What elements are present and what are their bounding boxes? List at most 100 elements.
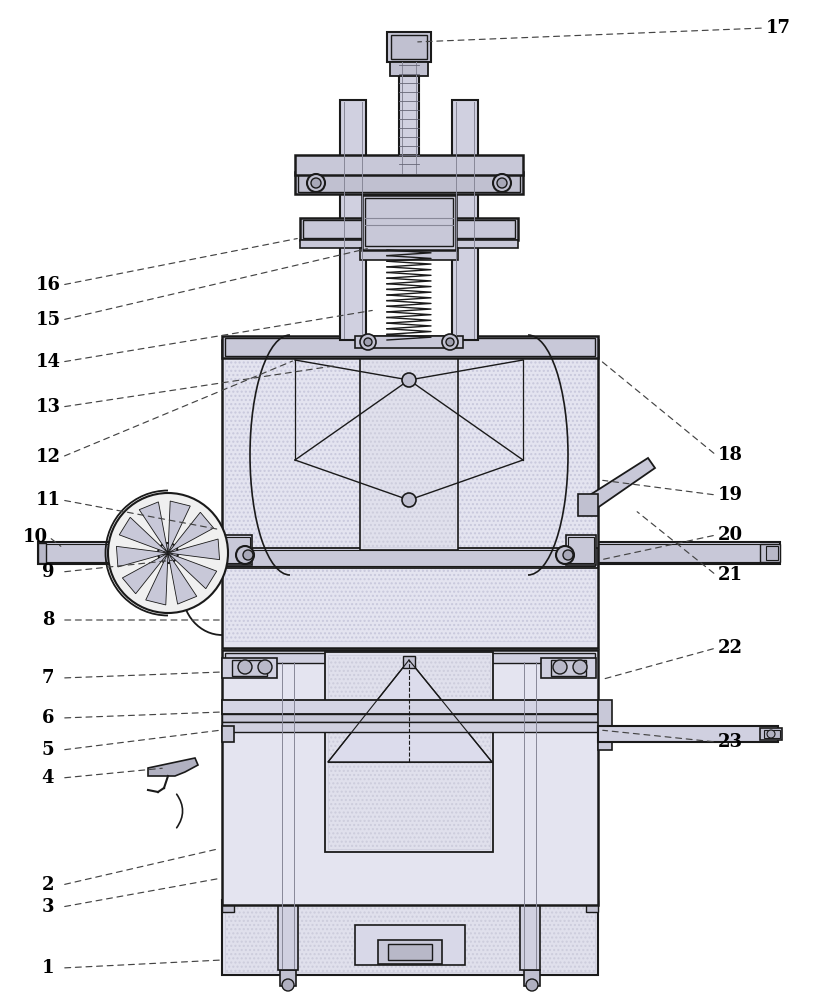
Bar bbox=[524, 970, 540, 986]
Bar bbox=[325, 652, 493, 852]
Polygon shape bbox=[139, 502, 168, 553]
Bar bbox=[222, 650, 598, 905]
Text: 14: 14 bbox=[36, 353, 60, 371]
Text: 17: 17 bbox=[765, 19, 791, 37]
Text: 13: 13 bbox=[36, 398, 60, 416]
Bar bbox=[388, 944, 432, 960]
Text: 19: 19 bbox=[717, 486, 742, 504]
Text: 6: 6 bbox=[42, 709, 55, 727]
Bar bbox=[224, 537, 250, 563]
Circle shape bbox=[556, 546, 574, 564]
Bar bbox=[452, 100, 478, 340]
Circle shape bbox=[446, 338, 454, 346]
Bar bbox=[520, 660, 540, 970]
Bar bbox=[766, 546, 778, 560]
Bar bbox=[225, 903, 595, 972]
Circle shape bbox=[402, 373, 416, 387]
Bar bbox=[355, 336, 463, 348]
Bar bbox=[590, 542, 780, 564]
Circle shape bbox=[402, 493, 416, 507]
Bar bbox=[300, 240, 518, 248]
Bar bbox=[222, 722, 598, 732]
Bar bbox=[222, 714, 598, 722]
Bar bbox=[222, 726, 234, 742]
Text: 22: 22 bbox=[717, 639, 742, 657]
Bar bbox=[566, 535, 596, 565]
Bar bbox=[225, 338, 595, 356]
Circle shape bbox=[493, 174, 511, 192]
Polygon shape bbox=[582, 458, 655, 513]
Bar bbox=[592, 544, 778, 562]
Polygon shape bbox=[168, 501, 190, 553]
Bar bbox=[363, 343, 455, 547]
Polygon shape bbox=[117, 546, 168, 567]
Text: 7: 7 bbox=[42, 669, 55, 687]
Polygon shape bbox=[148, 758, 198, 776]
Circle shape bbox=[573, 660, 587, 674]
Text: 12: 12 bbox=[36, 448, 60, 466]
Bar bbox=[365, 198, 453, 246]
Text: 8: 8 bbox=[42, 611, 55, 629]
Bar bbox=[222, 535, 252, 565]
Bar bbox=[378, 940, 442, 964]
Polygon shape bbox=[168, 512, 214, 553]
Circle shape bbox=[553, 660, 567, 674]
Circle shape bbox=[164, 549, 172, 557]
Circle shape bbox=[158, 543, 178, 563]
Bar bbox=[390, 62, 428, 76]
Bar bbox=[403, 656, 415, 668]
Bar bbox=[760, 544, 780, 562]
Text: 16: 16 bbox=[36, 276, 60, 294]
Circle shape bbox=[526, 979, 538, 991]
Text: 21: 21 bbox=[717, 566, 742, 584]
Bar bbox=[278, 660, 298, 970]
Circle shape bbox=[108, 493, 228, 613]
Text: 23: 23 bbox=[717, 733, 742, 751]
Circle shape bbox=[767, 730, 775, 738]
Bar bbox=[586, 900, 598, 912]
Bar bbox=[295, 155, 523, 175]
Circle shape bbox=[307, 174, 325, 192]
Circle shape bbox=[238, 660, 252, 674]
Circle shape bbox=[442, 334, 458, 350]
Bar bbox=[222, 900, 598, 975]
Bar bbox=[222, 900, 234, 912]
Bar bbox=[760, 728, 782, 740]
Circle shape bbox=[258, 660, 272, 674]
Circle shape bbox=[360, 334, 376, 350]
Bar bbox=[328, 655, 490, 849]
Polygon shape bbox=[146, 553, 168, 605]
Bar bbox=[340, 100, 366, 340]
Text: 4: 4 bbox=[42, 769, 55, 787]
Circle shape bbox=[282, 979, 294, 991]
Bar bbox=[598, 700, 612, 750]
Bar bbox=[222, 340, 598, 648]
Bar bbox=[568, 537, 594, 563]
Polygon shape bbox=[328, 660, 492, 762]
Bar bbox=[300, 218, 518, 240]
Bar bbox=[222, 700, 598, 714]
Text: 18: 18 bbox=[717, 446, 742, 464]
Text: 9: 9 bbox=[42, 563, 55, 581]
Bar bbox=[280, 970, 296, 986]
Bar bbox=[295, 172, 523, 194]
Text: 1: 1 bbox=[42, 959, 55, 977]
Text: 11: 11 bbox=[36, 491, 60, 509]
Text: 10: 10 bbox=[23, 528, 47, 546]
Polygon shape bbox=[168, 553, 196, 604]
Bar bbox=[225, 550, 595, 566]
Text: 5: 5 bbox=[42, 741, 55, 759]
Bar bbox=[399, 60, 419, 175]
Bar bbox=[222, 336, 598, 358]
Bar bbox=[225, 653, 595, 663]
Bar bbox=[355, 925, 465, 965]
Bar bbox=[298, 174, 520, 192]
Bar bbox=[387, 32, 431, 62]
Polygon shape bbox=[119, 517, 168, 553]
Bar bbox=[391, 35, 427, 59]
Bar bbox=[232, 660, 267, 676]
Bar bbox=[360, 248, 458, 260]
Bar bbox=[764, 730, 780, 738]
Bar bbox=[222, 658, 277, 678]
Text: 2: 2 bbox=[42, 876, 55, 894]
